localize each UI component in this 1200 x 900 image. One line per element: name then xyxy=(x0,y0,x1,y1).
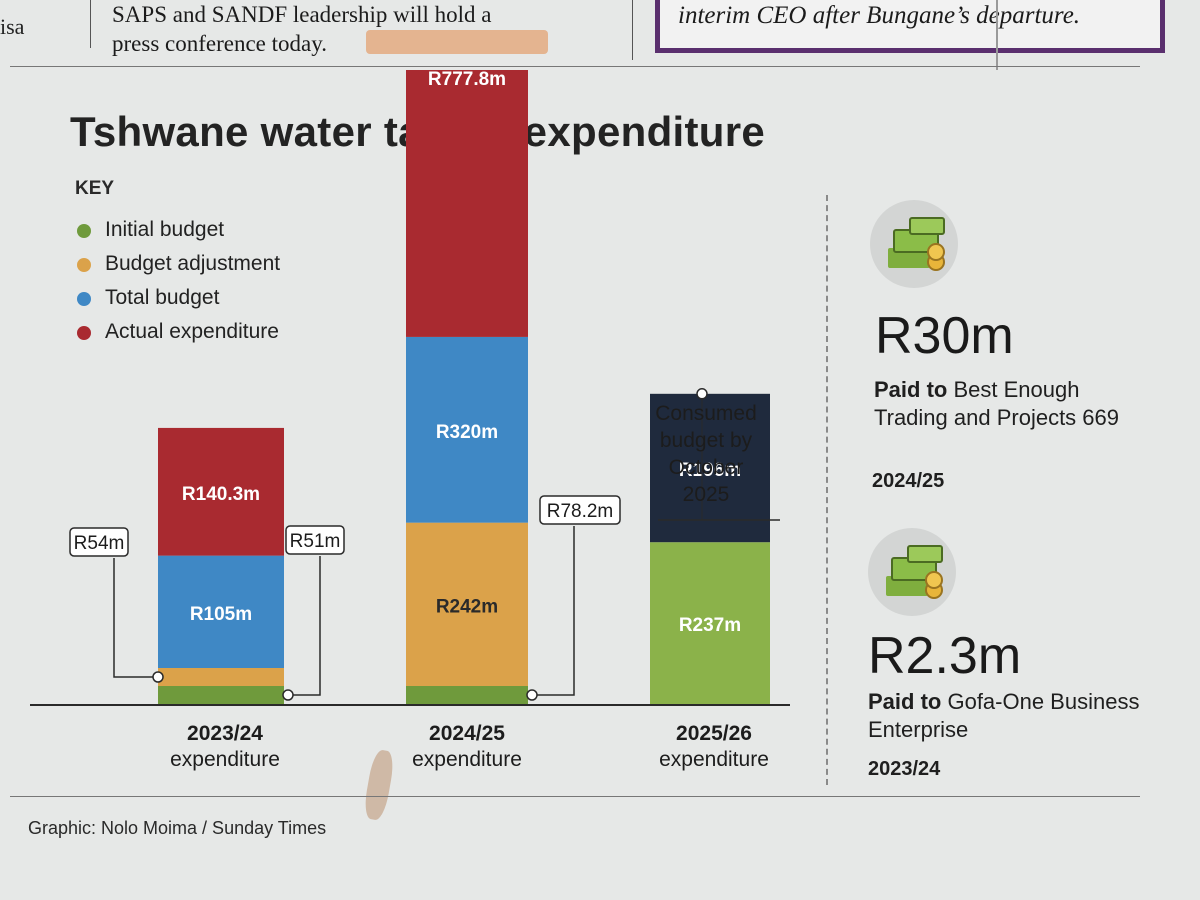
annotation-text: 2025 xyxy=(683,483,730,506)
paid-to-label: Paid to xyxy=(868,689,942,714)
category-label: 2024/25 xyxy=(429,722,505,745)
recipient-name: Gofa-One Business Enterprise xyxy=(868,689,1140,742)
column-rule xyxy=(632,0,633,60)
legend-label: Budget adjustment xyxy=(105,252,281,275)
category-label: expenditure xyxy=(170,748,280,771)
callout-dot xyxy=(526,689,538,701)
annotation-dot xyxy=(696,388,708,400)
callout-leader xyxy=(288,556,321,696)
legend-swatch xyxy=(77,224,91,238)
annotation-text: budget by xyxy=(660,429,753,452)
key-title: KEY xyxy=(75,178,115,199)
story-snippet: SAPS and SANDF leadership will hold a pr… xyxy=(112,0,632,58)
callout-value-label: R78.2m xyxy=(547,501,614,522)
boxed-story: interim CEO after Bungane’s departure. xyxy=(655,0,1165,53)
bar-segment xyxy=(406,686,528,704)
bar-value-label: R196m xyxy=(679,460,741,481)
payment-recipient: Paid to Best Enough Trading and Projects… xyxy=(874,376,1154,432)
callout-leader xyxy=(113,558,158,678)
payment-year: 2024/25 xyxy=(872,470,945,492)
legend-label: Initial budget xyxy=(105,218,225,241)
money-stack-icon xyxy=(870,200,958,288)
bar-segment xyxy=(158,555,284,668)
bar-value-label: R242m xyxy=(436,596,498,617)
category-label: 2023/24 xyxy=(187,722,263,745)
category-label: expenditure xyxy=(412,748,522,771)
category-label: 2025/26 xyxy=(676,722,752,745)
payment-amount: R2.3m xyxy=(868,627,1022,685)
legend-swatch xyxy=(77,292,91,306)
bar-value-label: R777.8m xyxy=(428,70,506,90)
callout-box xyxy=(285,525,345,555)
section-rule xyxy=(10,66,1140,67)
bar-segment xyxy=(406,336,528,523)
annotation-text: Consumed xyxy=(655,402,757,425)
legend-label: Total budget xyxy=(105,286,220,309)
page-fold xyxy=(996,0,998,70)
bar-segment xyxy=(650,393,770,543)
payment-year: 2023/24 xyxy=(868,758,941,780)
payment-recipient: Paid to Gofa-One Business Enterprise xyxy=(868,688,1148,744)
bar-value-label: R237m xyxy=(679,615,741,636)
previous-column-fragment: isa xyxy=(0,14,25,39)
annotation-text: October xyxy=(669,456,744,479)
column-rule xyxy=(90,0,91,48)
bar-segment xyxy=(158,427,284,556)
bar-segment xyxy=(650,542,770,704)
bar-segment xyxy=(158,668,284,686)
bar-value-label: R320m xyxy=(436,422,498,443)
callout-value-label: R51m xyxy=(290,531,341,552)
callout-dot xyxy=(282,689,294,701)
graphic-credit: Graphic: Nolo Moima / Sunday Times xyxy=(28,818,327,838)
callout-value-label: R54m xyxy=(74,533,125,554)
panel-divider xyxy=(826,195,828,785)
category-label: expenditure xyxy=(659,748,769,771)
bar-segment xyxy=(158,686,284,704)
payment-amount: R30m xyxy=(875,307,1014,365)
legend-swatch xyxy=(77,326,91,340)
money-stack-icon xyxy=(868,528,956,616)
story-line: press conference today. xyxy=(112,31,327,56)
bar-segment xyxy=(406,522,528,686)
story-line: SAPS and SANDF leadership will hold a xyxy=(112,2,492,27)
callout-box xyxy=(69,527,129,557)
callout-dot xyxy=(152,671,164,683)
callout-box xyxy=(539,495,621,525)
bar-value-label: R105m xyxy=(190,604,252,625)
recipient-name: Best Enough Trading and Projects 669 xyxy=(874,377,1119,430)
stacked-bar-chart: R51m R54m R105m R140.3m 2023/24 expenditure R7… xyxy=(30,70,790,771)
paid-to-label: Paid to xyxy=(874,377,948,402)
bar-value-label: R140.3m xyxy=(182,484,260,505)
legend-swatch xyxy=(77,258,91,272)
legend-label: Actual expenditure xyxy=(105,320,279,343)
section-rule xyxy=(10,796,1140,797)
boxed-story-text: interim CEO after Bungane’s departure. xyxy=(678,2,1081,29)
infographic: Tshwane water tanker expenditure KEY Ini… xyxy=(0,70,1200,900)
callout-leader xyxy=(532,526,575,696)
highlighter-mark xyxy=(366,30,548,54)
bar-segment xyxy=(406,70,528,337)
